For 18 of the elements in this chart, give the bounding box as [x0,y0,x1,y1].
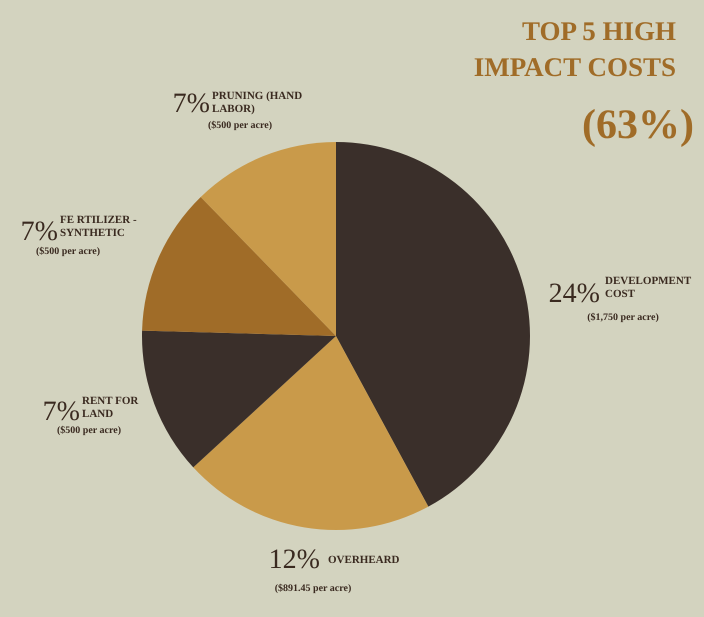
data-label: 7% [42,396,80,427]
text: ($500 per acre) [56,425,122,436]
slice-label: OVERHEARD [328,554,400,566]
data-label: 7% [20,216,58,247]
text: ($500 per acre) [36,246,100,257]
text: ($891.45 per acre) [274,583,352,594]
slice-label: RENT FOR LAND [82,395,140,420]
data-label: 24% [548,278,600,309]
text: ($1,750 per acre) [587,312,659,323]
chart-title: TOP 5 HIGH IMPACT COSTS [474,16,676,82]
slice-label: FE RTILIZER - SYNTHETIC [60,214,137,239]
slice-label: DEVELOPMENT COST [605,275,692,300]
text: ($500 per acre) [208,120,272,131]
pie-slice [142,196,336,336]
slice-label: PRUNING (HAND LABOR) [212,90,302,115]
data-label: 12% [268,544,320,575]
data-label: 7% [172,88,210,119]
chart-subtitle: (63%) [582,102,694,148]
